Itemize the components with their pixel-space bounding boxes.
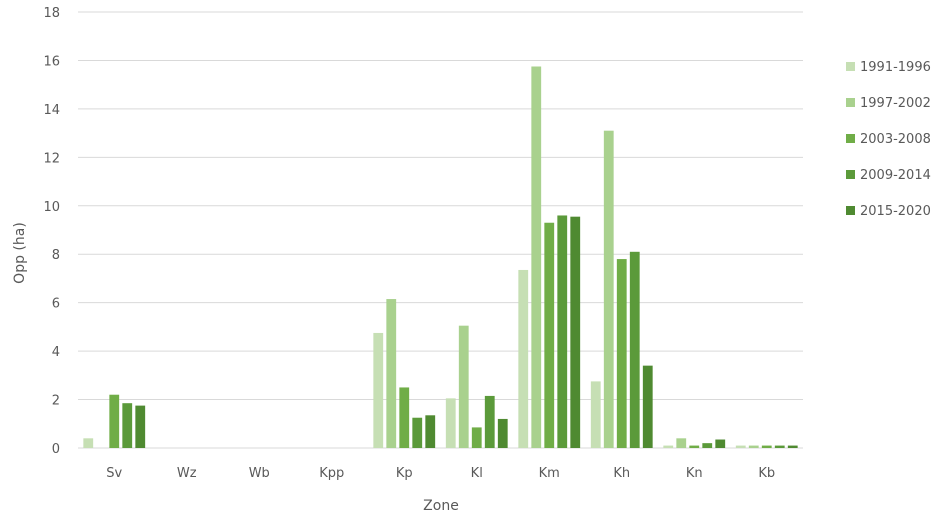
bar-kl-2003-2008 (471, 427, 482, 448)
bar-kb-1997-2002 (748, 445, 759, 448)
bar-kh-2003-2008 (616, 259, 627, 448)
bar-kh-2015-2020 (642, 365, 653, 448)
legend-swatch (846, 62, 855, 71)
x-tick-label: Kl (471, 466, 483, 481)
bar-sv-2015-2020 (135, 405, 146, 448)
bar-sv-1991-1996 (83, 438, 94, 448)
bar-kp-1991-1996 (373, 332, 384, 448)
gridlines (78, 11, 803, 449)
bar-kn-2009-2014 (702, 443, 713, 448)
x-tick-label: Kb (758, 466, 775, 481)
bar-km-2015-2020 (570, 216, 581, 448)
x-axis-ticks: Sv Wz Wb Kpp Kp Kl Km Kh Kn Kb (106, 466, 775, 481)
x-tick-label: Kpp (319, 466, 344, 481)
y-tick-label: 14 (43, 103, 60, 118)
legend-swatch (846, 98, 855, 107)
bar-kl-1991-1996 (445, 398, 456, 448)
bar-kl-2015-2020 (497, 418, 508, 448)
bar-kh-1997-2002 (603, 130, 614, 448)
bar-kb-2003-2008 (761, 445, 772, 448)
bar-kn-2003-2008 (689, 445, 700, 448)
x-tick-label: Sv (106, 466, 122, 481)
x-tick-label: Kp (396, 466, 413, 481)
legend-label: 1991-1996 (860, 60, 931, 75)
bars (83, 66, 798, 448)
y-tick-label: 8 (52, 248, 60, 263)
bar-kp-2009-2014 (412, 417, 423, 448)
bar-kb-1991-1996 (735, 445, 746, 448)
bar-kn-2015-2020 (715, 439, 726, 448)
x-tick-label: Kn (686, 466, 703, 481)
bar-km-1997-2002 (531, 66, 542, 448)
bar-km-2003-2008 (544, 222, 555, 448)
y-tick-label: 0 (52, 442, 60, 457)
bar-kh-1991-1996 (590, 381, 601, 448)
x-tick-label: Kh (613, 466, 630, 481)
bar-kn-1991-1996 (663, 445, 674, 448)
bar-kl-1997-2002 (458, 325, 469, 448)
x-axis-title: Zone (423, 498, 459, 514)
y-tick-label: 12 (43, 151, 60, 166)
legend-swatch (846, 170, 855, 179)
bar-sv-2009-2014 (122, 403, 133, 448)
x-tick-label: Wb (249, 466, 270, 481)
bar-kp-2003-2008 (399, 387, 410, 448)
x-tick-label: Km (539, 466, 560, 481)
bar-kp-2015-2020 (425, 415, 436, 448)
y-axis-ticks: 0 2 4 6 8 10 12 14 16 18 (43, 6, 60, 457)
legend-label: 2015-2020 (860, 204, 931, 219)
x-tick-label: Wz (177, 466, 197, 481)
bar-km-2009-2014 (557, 215, 568, 448)
y-tick-label: 2 (52, 394, 60, 409)
y-tick-label: 6 (52, 297, 60, 312)
y-tick-label: 4 (52, 345, 60, 360)
legend-label: 2003-2008 (860, 132, 931, 147)
legend-swatch (846, 134, 855, 143)
legend: 1991-1996 1997-2002 2003-2008 2009-2014 2015… (846, 60, 931, 219)
bar-kl-2009-2014 (484, 395, 495, 448)
bar-km-1991-1996 (518, 269, 529, 448)
bar-kb-2009-2014 (774, 445, 785, 448)
y-tick-label: 16 (43, 54, 60, 69)
bar-kn-1997-2002 (676, 438, 687, 448)
bar-kh-2009-2014 (629, 251, 640, 448)
bar-kp-1997-2002 (386, 299, 397, 448)
bar-sv-2003-2008 (109, 394, 120, 448)
y-tick-label: 10 (43, 200, 60, 215)
y-tick-label: 18 (43, 6, 60, 21)
legend-label: 1997-2002 (860, 96, 931, 111)
legend-label: 2009-2014 (860, 168, 931, 183)
legend-swatch (846, 206, 855, 215)
bar-kb-2015-2020 (787, 445, 798, 448)
y-axis-title: Opp (ha) (12, 222, 28, 284)
